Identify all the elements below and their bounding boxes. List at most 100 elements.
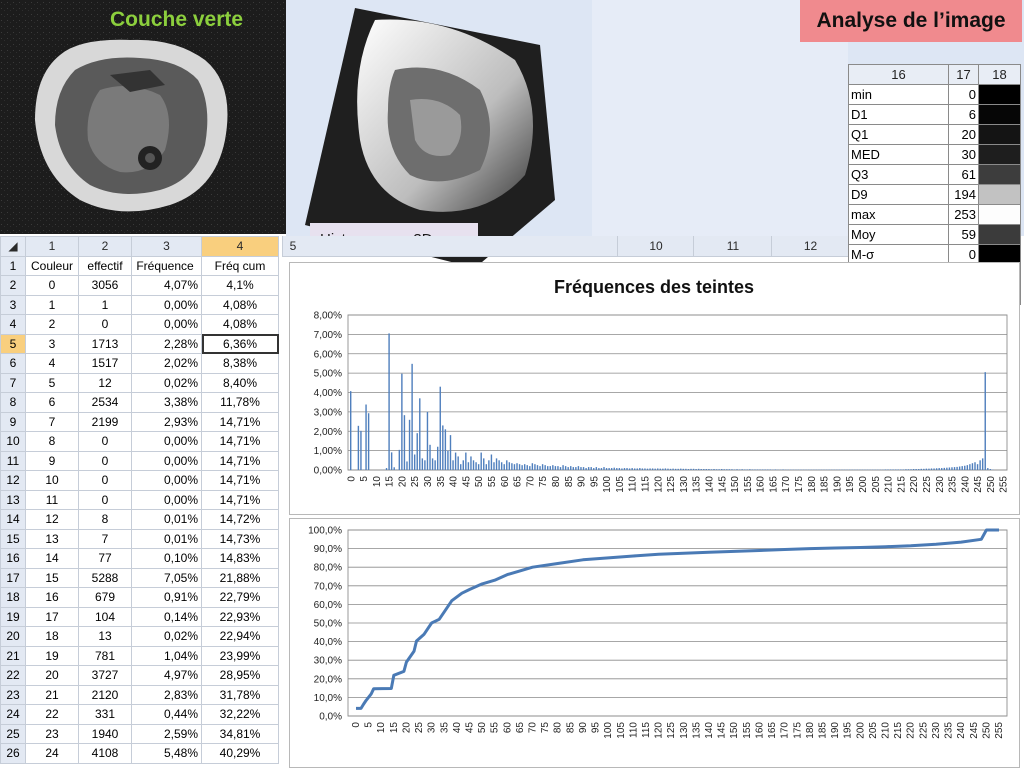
table-cell[interactable]: 4,1% <box>202 276 279 296</box>
stats-value[interactable]: 61 <box>949 165 979 185</box>
table-cell[interactable]: 7,05% <box>132 568 202 588</box>
table-cell[interactable]: 34,81% <box>202 724 279 744</box>
table-cell[interactable]: 32,22% <box>202 705 279 725</box>
column-header-selected[interactable]: 4 <box>202 237 279 257</box>
table-cell[interactable]: 20 <box>26 666 79 686</box>
stats-color-swatch[interactable] <box>979 145 1021 165</box>
table-cell[interactable]: 15 <box>26 568 79 588</box>
table-cell[interactable]: 1713 <box>79 334 132 354</box>
row-header[interactable]: 20 <box>1 627 26 647</box>
table-cell[interactable]: 8,40% <box>202 373 279 393</box>
table-cell[interactable]: 0,00% <box>132 471 202 491</box>
table-cell[interactable]: 104 <box>79 607 132 627</box>
stats-value[interactable]: 59 <box>949 225 979 245</box>
table-cell[interactable]: 2534 <box>79 393 132 413</box>
table-cell[interactable]: 23 <box>26 724 79 744</box>
table-cell[interactable]: 0 <box>79 490 132 510</box>
table-cell[interactable]: 21,88% <box>202 568 279 588</box>
column-header[interactable]: 1 <box>26 237 79 257</box>
table-cell[interactable]: 22,79% <box>202 588 279 608</box>
table-cell[interactable]: 9 <box>26 451 79 471</box>
table-cell[interactable]: 4108 <box>79 744 132 764</box>
column-title-cell[interactable]: Fréq cum <box>202 256 279 276</box>
table-cell[interactable]: 0,00% <box>132 315 202 335</box>
stats-color-swatch[interactable] <box>979 165 1021 185</box>
row-header[interactable]: 24 <box>1 705 26 725</box>
stats-col-header[interactable]: 17 <box>949 65 979 85</box>
table-cell[interactable]: 14,71% <box>202 451 279 471</box>
table-cell[interactable]: 0,91% <box>132 588 202 608</box>
stats-color-swatch[interactable] <box>979 105 1021 125</box>
stats-label[interactable]: Q1 <box>849 125 949 145</box>
table-cell[interactable]: 0,01% <box>132 529 202 549</box>
table-cell[interactable]: 2 <box>26 315 79 335</box>
stats-value[interactable]: 6 <box>949 105 979 125</box>
table-cell[interactable]: 0,02% <box>132 627 202 647</box>
table-cell[interactable]: 5 <box>26 373 79 393</box>
stats-color-swatch[interactable] <box>979 125 1021 145</box>
table-cell[interactable]: 1 <box>26 295 79 315</box>
table-cell[interactable]: 77 <box>79 549 132 569</box>
table-cell[interactable]: 0,10% <box>132 549 202 569</box>
stats-col-header[interactable]: 18 <box>979 65 1021 85</box>
column-header[interactable]: 5 <box>282 236 303 256</box>
row-header[interactable]: 21 <box>1 646 26 666</box>
row-header[interactable]: 10 <box>1 432 26 452</box>
table-cell[interactable]: 2,28% <box>132 334 202 354</box>
column-header[interactable]: 10 <box>617 236 694 256</box>
table-cell[interactable]: 14,71% <box>202 412 279 432</box>
stats-value[interactable]: 20 <box>949 125 979 145</box>
stats-color-swatch[interactable] <box>979 185 1021 205</box>
table-cell[interactable]: 3 <box>26 334 79 354</box>
row-header[interactable]: 5 <box>1 334 26 354</box>
table-cell[interactable]: 24 <box>26 744 79 764</box>
table-cell[interactable]: 8,38% <box>202 354 279 374</box>
table-cell[interactable]: 18 <box>26 627 79 647</box>
table-cell[interactable]: 10 <box>26 471 79 491</box>
table-cell[interactable]: 0,00% <box>132 432 202 452</box>
table-cell[interactable]: 0,44% <box>132 705 202 725</box>
stats-label[interactable]: max <box>849 205 949 225</box>
table-cell[interactable]: 4,08% <box>202 295 279 315</box>
stats-label[interactable]: MED <box>849 145 949 165</box>
table-cell[interactable]: 2,02% <box>132 354 202 374</box>
table-cell[interactable]: 31,78% <box>202 685 279 705</box>
table-cell[interactable]: 4,07% <box>132 276 202 296</box>
table-cell[interactable]: 16 <box>26 588 79 608</box>
table-cell[interactable]: 4,08% <box>202 315 279 335</box>
table-cell[interactable]: 6 <box>26 393 79 413</box>
table-cell[interactable]: 3056 <box>79 276 132 296</box>
table-cell[interactable]: 8 <box>79 510 132 530</box>
table-cell[interactable]: 0 <box>26 276 79 296</box>
table-cell[interactable]: 331 <box>79 705 132 725</box>
stats-color-swatch[interactable] <box>979 205 1021 225</box>
table-cell[interactable]: 40,29% <box>202 744 279 764</box>
table-cell[interactable]: 6,36% <box>202 334 279 354</box>
stats-color-swatch[interactable] <box>979 85 1021 105</box>
table-cell[interactable]: 8 <box>26 432 79 452</box>
table-cell[interactable]: 2,59% <box>132 724 202 744</box>
table-cell[interactable]: 0,01% <box>132 510 202 530</box>
table-cell[interactable]: 28,95% <box>202 666 279 686</box>
stats-label[interactable]: D1 <box>849 105 949 125</box>
table-cell[interactable]: 22,94% <box>202 627 279 647</box>
table-cell[interactable]: 22 <box>26 705 79 725</box>
stats-col-header[interactable]: 16 <box>849 65 949 85</box>
stats-label[interactable]: min <box>849 85 949 105</box>
table-cell[interactable]: 14,71% <box>202 471 279 491</box>
table-cell[interactable]: 7 <box>79 529 132 549</box>
table-cell[interactable]: 2120 <box>79 685 132 705</box>
table-cell[interactable]: 5,48% <box>132 744 202 764</box>
row-header[interactable]: 9 <box>1 412 26 432</box>
table-cell[interactable]: 13 <box>79 627 132 647</box>
stats-value[interactable]: 30 <box>949 145 979 165</box>
table-cell[interactable]: 0 <box>79 432 132 452</box>
row-header[interactable]: 11 <box>1 451 26 471</box>
stats-label[interactable]: Q3 <box>849 165 949 185</box>
row-header[interactable]: 16 <box>1 549 26 569</box>
table-cell[interactable]: 1,04% <box>132 646 202 666</box>
table-cell[interactable]: 0,00% <box>132 295 202 315</box>
column-header[interactable]: 2 <box>79 237 132 257</box>
table-cell[interactable]: 1940 <box>79 724 132 744</box>
row-header[interactable]: 4 <box>1 315 26 335</box>
